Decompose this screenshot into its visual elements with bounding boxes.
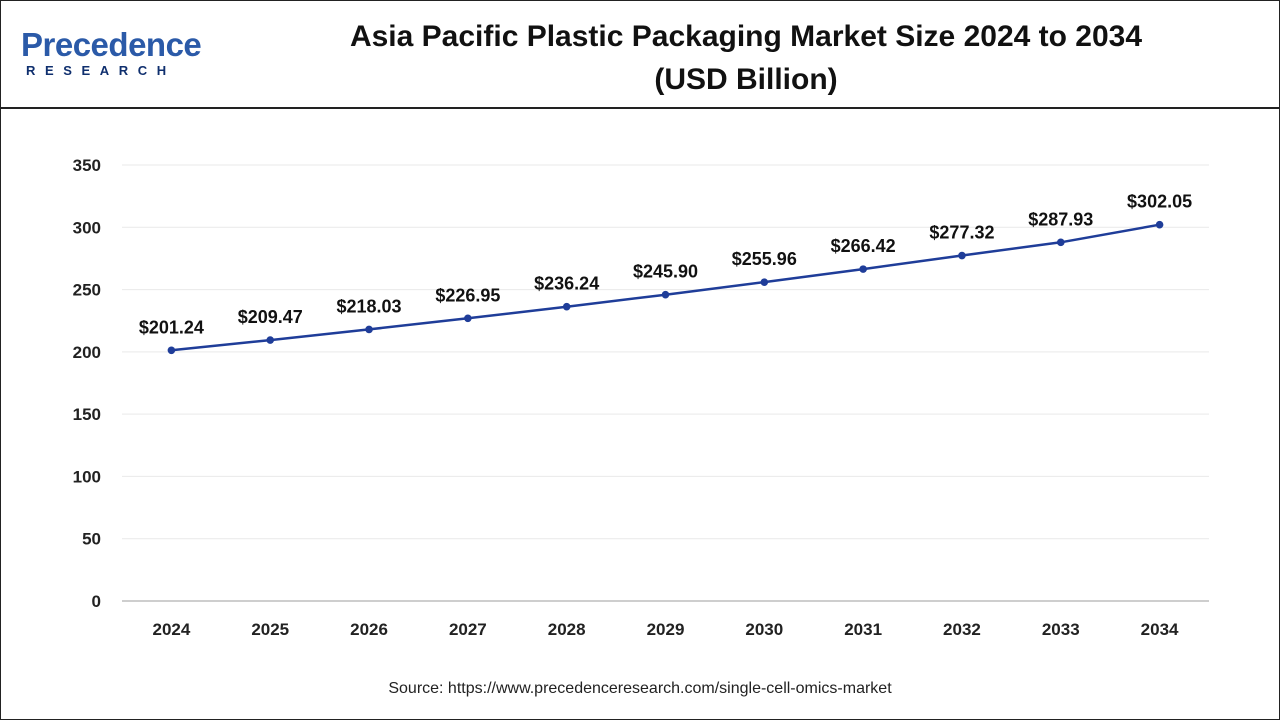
- y-tick-label-0: 0: [92, 592, 101, 611]
- x-axis-tick-labels: 2024 2025 2026 2027 2028 2029 2030 2031 2032 2033…: [152, 620, 1179, 639]
- logo-wordmark: Precedence: [21, 26, 202, 63]
- x-tick-label-2030: 2030: [745, 620, 783, 639]
- data-label-2027: $226.95: [435, 285, 500, 305]
- data-label-2030: $255.96: [732, 249, 797, 269]
- y-tick-label-250: 250: [73, 281, 101, 300]
- data-point-2034: [1155, 220, 1164, 229]
- x-tick-label-2028: 2028: [548, 620, 586, 639]
- data-point-2024: [167, 346, 176, 355]
- data-label-2031: $266.42: [831, 236, 896, 256]
- data-label-2026: $218.03: [337, 296, 402, 316]
- y-tick-label-100: 100: [73, 467, 101, 486]
- y-tick-label-150: 150: [73, 405, 101, 424]
- data-label-2024: $201.24: [139, 317, 204, 337]
- header: Precedence RESEARCH Asia Pacific Plastic…: [1, 1, 1279, 109]
- gridlines: [122, 164, 1209, 540]
- data-point-2030: [760, 278, 769, 286]
- x-tick-label-2026: 2026: [350, 620, 388, 639]
- x-tick-label-2029: 2029: [647, 620, 685, 639]
- y-axis-tick-labels: 0 50 100 150 200 250 300 350: [73, 156, 101, 611]
- data-label-2032: $277.32: [929, 223, 994, 243]
- data-label-2028: $236.24: [534, 274, 599, 294]
- y-tick-label-50: 50: [82, 530, 101, 549]
- data-point-2032: [958, 251, 966, 260]
- x-tick-label-2033: 2033: [1042, 620, 1080, 639]
- data-point-2031: [859, 265, 867, 273]
- data-labels: $201.24 $209.47 $218.03 $226.95 $236.24 $245.…: [139, 192, 1192, 338]
- series-line: [171, 223, 1160, 352]
- x-tick-label-2024: 2024: [152, 620, 190, 639]
- y-tick-label-350: 350: [73, 156, 101, 175]
- precedence-research-logo: Precedence RESEARCH: [21, 27, 221, 83]
- data-points: [167, 220, 1164, 355]
- data-label-2033: $287.93: [1028, 209, 1093, 229]
- x-tick-label-2027: 2027: [449, 620, 487, 639]
- y-tick-label-200: 200: [73, 343, 101, 362]
- data-label-2029: $245.90: [633, 262, 698, 282]
- data-point-2025: [266, 336, 275, 344]
- x-tick-label-2032: 2032: [943, 620, 981, 639]
- x-tick-label-2031: 2031: [844, 620, 882, 639]
- x-tick-label-2025: 2025: [251, 620, 289, 639]
- data-label-2025: $209.47: [238, 307, 303, 327]
- data-point-2027: [464, 314, 472, 323]
- logo-subtitle: RESEARCH: [26, 63, 176, 78]
- source-note: Source: https://www.precedenceresearch.c…: [388, 680, 892, 697]
- data-label-2034: $302.05: [1127, 192, 1192, 212]
- data-point-2028: [562, 302, 571, 311]
- chart-title-line2: (USD Billion): [654, 63, 838, 96]
- data-point-2033: [1056, 238, 1065, 247]
- data-point-2026: [365, 325, 373, 334]
- chart-title-line1: Asia Pacific Plastic Packaging Market Si…: [349, 20, 1143, 53]
- data-point-2029: [661, 290, 670, 299]
- y-tick-label-300: 300: [73, 218, 101, 237]
- chart-title: Asia Pacific Plastic Packaging Market Si…: [261, 15, 1231, 101]
- x-tick-label-2034: 2034: [1141, 620, 1179, 639]
